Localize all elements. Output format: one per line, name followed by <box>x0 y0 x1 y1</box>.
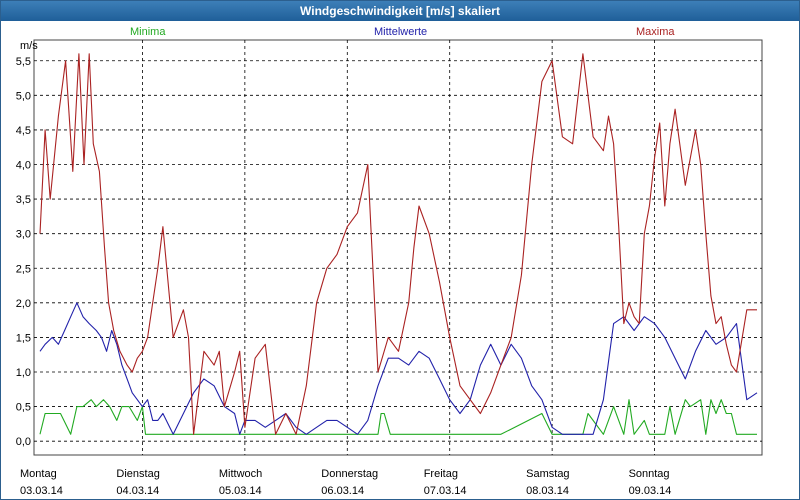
legend-maxima: Maxima <box>636 26 675 38</box>
x-tick-date: 08.03.14 <box>526 485 569 497</box>
y-tick-label: 0,0 <box>16 436 31 448</box>
y-tick-labels: 0,0 0,5 1,0 1,5 2,0 2,5 3,0 3,5 4,0 4,5 5,0 5,5 <box>16 56 31 448</box>
y-tick-label: 2,0 <box>16 298 31 310</box>
x-tick-labels: Montag 03.03.14 Dienstag 04.03.14 Mittwoch 05… <box>20 468 671 497</box>
y-tick-label: 3,0 <box>16 229 31 241</box>
x-tick-day: Montag <box>20 468 57 480</box>
y-tick-label: 3,5 <box>16 194 31 206</box>
x-tick-date: 07.03.14 <box>424 485 467 497</box>
x-tick-date: 09.03.14 <box>629 485 672 497</box>
gridlines <box>34 40 762 455</box>
y-tick-label: 2,5 <box>16 263 31 275</box>
x-tick-day: Donnerstag <box>321 468 378 480</box>
x-tick-day: Dienstag <box>116 468 159 480</box>
y-tick-label: 4,0 <box>16 160 31 172</box>
y-tick-label: 5,0 <box>16 90 31 102</box>
y-tick-label: 5,5 <box>16 56 31 68</box>
x-tick-day: Mittwoch <box>219 468 262 480</box>
legend-mittelwerte: Mittelwerte <box>374 26 427 38</box>
y-axis-unit: m/s <box>20 40 38 52</box>
x-tick-date: 06.03.14 <box>321 485 364 497</box>
series-lines <box>39 53 758 435</box>
y-tick-label: 1,0 <box>16 367 31 379</box>
x-tick-date: 04.03.14 <box>116 485 159 497</box>
x-tick-date: 03.03.14 <box>20 485 63 497</box>
window-title: Windgeschwindigkeit [m/s] skaliert <box>1 1 799 21</box>
y-tick-label: 1,5 <box>16 332 31 344</box>
x-tick-date: 05.03.14 <box>219 485 262 497</box>
x-tick-day: Sonntag <box>629 468 670 480</box>
y-tick-label: 0,5 <box>16 402 31 414</box>
x-tick-day: Freitag <box>424 468 458 480</box>
legend-minima: Minima <box>130 26 166 38</box>
series-line-minima <box>39 399 757 435</box>
plot-frame <box>33 39 763 456</box>
series-line-mittelwerte <box>39 302 758 435</box>
y-tick-label: 4,5 <box>16 125 31 137</box>
x-tick-day: Samstag <box>526 468 569 480</box>
series-line-maxima <box>39 53 757 435</box>
